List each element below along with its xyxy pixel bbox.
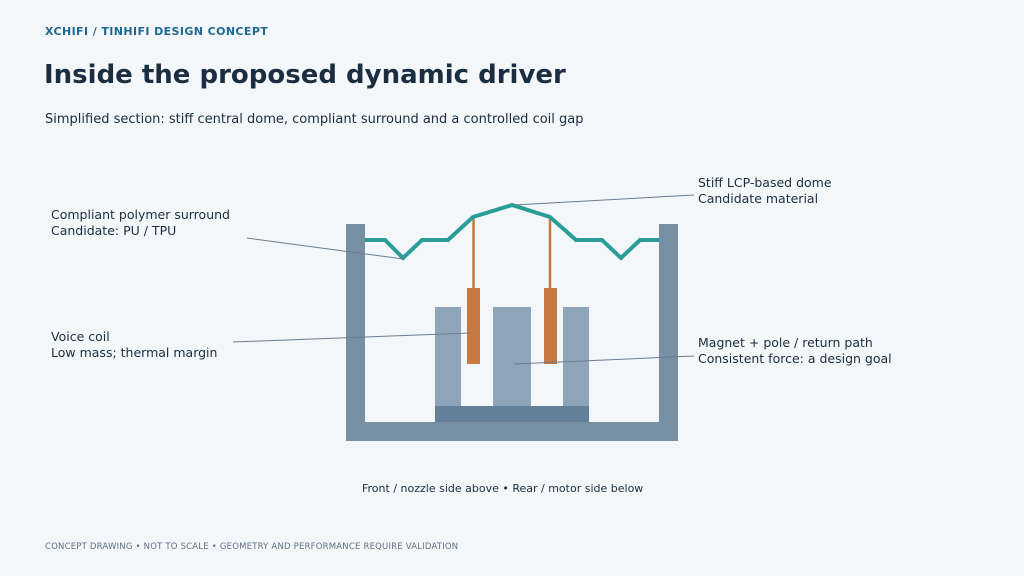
diaphragm-dome-surround xyxy=(365,202,659,261)
callout-voice-coil-line1: Voice coil xyxy=(51,329,110,344)
base-plate xyxy=(435,406,589,422)
housing-left-wall xyxy=(346,224,365,441)
callout-dome: Stiff LCP-based dome Candidate material xyxy=(698,175,832,207)
callout-magnet: Magnet + pole / return path Consistent f… xyxy=(698,335,892,367)
callout-surround: Compliant polymer surround Candidate: PU… xyxy=(51,207,230,239)
callout-magnet-line2: Consistent force: a design goal xyxy=(698,351,892,366)
orientation-caption: Front / nozzle side above • Rear / motor… xyxy=(362,482,644,495)
callout-surround-line2: Candidate: PU / TPU xyxy=(51,223,177,238)
page-subtitle: Simplified section: stiff central dome, … xyxy=(45,112,584,127)
page-title: Inside the proposed dynamic driver xyxy=(44,60,566,90)
callout-dome-line2: Candidate material xyxy=(698,191,819,206)
concept-kicker: XCHIFI / TINHIFI DESIGN CONCEPT xyxy=(45,25,269,38)
callout-dome-line1: Stiff LCP-based dome xyxy=(698,175,832,190)
housing-right-wall xyxy=(659,224,678,441)
disclaimer-footer: CONCEPT DRAWING • NOT TO SCALE • GEOMETR… xyxy=(45,542,459,552)
magnet-outer-right xyxy=(563,307,589,406)
leader-surround xyxy=(246,237,404,260)
callout-voice-coil: Voice coil Low mass; thermal margin xyxy=(51,329,217,361)
pole-piece xyxy=(493,307,531,406)
housing-bottom xyxy=(346,422,678,441)
voice-coil-left xyxy=(467,288,480,364)
leader-voice-coil xyxy=(232,332,472,343)
callout-surround-line1: Compliant polymer surround xyxy=(51,207,230,222)
leader-magnet xyxy=(513,355,695,365)
callout-voice-coil-line2: Low mass; thermal margin xyxy=(51,345,218,360)
leader-dome xyxy=(513,194,695,206)
voice-coil-right xyxy=(544,288,557,364)
callout-magnet-line1: Magnet + pole / return path xyxy=(698,335,873,350)
magnet-outer-left xyxy=(435,307,461,406)
